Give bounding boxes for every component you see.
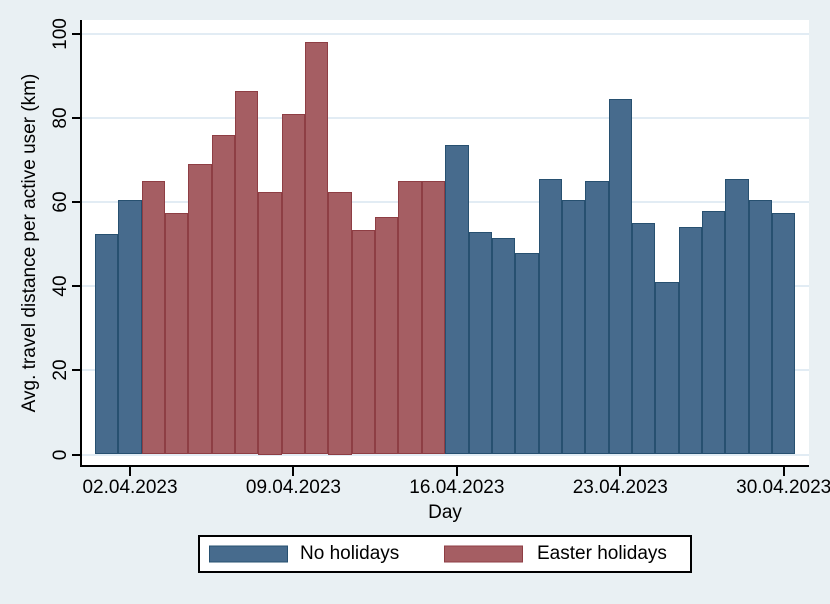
bar bbox=[491, 237, 516, 455]
y-axis-line bbox=[80, 20, 82, 467]
y-axis-title: Avg. travel distance per active user (km… bbox=[19, 73, 40, 413]
bar bbox=[772, 212, 796, 455]
y-tick bbox=[72, 453, 81, 456]
x-tick bbox=[129, 467, 132, 476]
bar bbox=[305, 42, 329, 455]
bar bbox=[398, 181, 422, 455]
x-tick-label: 09.04.2023 bbox=[245, 477, 341, 498]
x-tick bbox=[782, 467, 785, 476]
y-tick-label: 40 bbox=[50, 275, 71, 297]
gridline bbox=[82, 33, 809, 35]
bar bbox=[118, 200, 142, 455]
x-axis-line bbox=[80, 465, 809, 467]
gridline bbox=[82, 117, 809, 120]
bar bbox=[421, 181, 446, 455]
bar bbox=[515, 252, 539, 455]
y-tick bbox=[72, 201, 81, 204]
gridline bbox=[82, 453, 809, 456]
bar bbox=[188, 164, 212, 455]
bar bbox=[678, 227, 702, 455]
y-tick bbox=[72, 33, 81, 35]
y-tick-label: 20 bbox=[50, 359, 71, 381]
plot-area bbox=[82, 20, 809, 466]
legend: No holidays Easter holidays bbox=[198, 535, 692, 573]
x-tick bbox=[292, 467, 295, 476]
y-tick bbox=[72, 117, 81, 120]
bar bbox=[235, 90, 259, 455]
bar bbox=[561, 200, 586, 455]
x-tick bbox=[455, 467, 458, 476]
bar bbox=[725, 179, 749, 455]
legend-swatch-no-holidays bbox=[209, 545, 288, 563]
x-axis-title: Day bbox=[428, 502, 462, 523]
legend-swatch-easter-holidays bbox=[444, 545, 523, 563]
bar bbox=[258, 191, 282, 455]
bar bbox=[165, 212, 189, 455]
bar bbox=[748, 200, 772, 455]
legend-label-easter-holidays: Easter holidays bbox=[537, 543, 667, 564]
y-tick-label: 80 bbox=[50, 107, 71, 129]
y-tick-label: 100 bbox=[50, 18, 71, 50]
bar bbox=[351, 229, 376, 455]
bar bbox=[585, 181, 609, 455]
bar bbox=[701, 210, 726, 455]
x-tick-label: 02.04.2023 bbox=[82, 477, 178, 498]
bar bbox=[445, 145, 469, 455]
x-tick-label: 30.04.2023 bbox=[736, 477, 830, 498]
y-tick bbox=[72, 285, 81, 288]
bar bbox=[631, 223, 656, 455]
bar bbox=[328, 191, 352, 455]
x-tick bbox=[619, 467, 622, 476]
x-tick-label: 16.04.2023 bbox=[409, 477, 505, 498]
bar bbox=[211, 134, 236, 455]
bar bbox=[375, 216, 399, 455]
y-tick-label: 60 bbox=[50, 191, 71, 213]
legend-label-no-holidays: No holidays bbox=[300, 543, 400, 564]
bar bbox=[655, 282, 679, 455]
bar bbox=[468, 231, 492, 455]
y-tick-label: 0 bbox=[50, 449, 71, 460]
x-tick-label: 23.04.2023 bbox=[572, 477, 668, 498]
y-tick bbox=[72, 369, 81, 372]
bar bbox=[608, 99, 632, 455]
bar bbox=[538, 179, 562, 455]
bar bbox=[281, 113, 306, 455]
bar bbox=[95, 233, 119, 455]
bar bbox=[141, 181, 166, 455]
